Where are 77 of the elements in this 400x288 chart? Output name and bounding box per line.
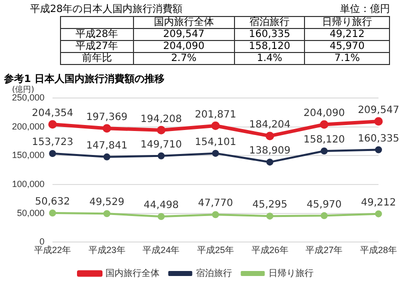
point	[158, 152, 165, 160]
data-label: 50,632	[35, 196, 70, 208]
legend-label: 国内旅行全体	[105, 268, 160, 278]
x-tick-label: 平成25年	[197, 245, 234, 256]
point	[102, 124, 112, 133]
point	[103, 153, 110, 160]
data-label: 204,354	[32, 108, 74, 119]
point	[103, 210, 110, 218]
text: 160,335	[234, 28, 305, 40]
text: 宿泊旅行	[234, 16, 305, 28]
text: 209,547	[133, 28, 234, 40]
text: 49,212	[304, 28, 390, 40]
text: 平成28年の日本人国内旅行消費額	[30, 2, 183, 16]
legend-label: 日帰り旅行	[268, 268, 314, 278]
point	[320, 147, 328, 154]
point	[266, 212, 274, 220]
point	[320, 120, 328, 129]
point	[48, 120, 57, 129]
point	[49, 150, 56, 158]
data-label: 49,529	[89, 197, 124, 208]
data-label: 44,498	[144, 200, 179, 212]
text: 国内旅行全体	[133, 16, 234, 28]
x-tick-label: 平成22年	[34, 245, 72, 256]
point	[320, 212, 328, 220]
data-label: 194,208	[140, 114, 182, 125]
data-label: 184,204	[249, 120, 291, 131]
text: 7.1%	[304, 52, 390, 64]
text: 平成28年	[60, 28, 134, 40]
point	[156, 126, 166, 134]
text: 平成27年	[60, 40, 134, 52]
data-label: 45,970	[306, 199, 342, 210]
point	[374, 146, 382, 154]
point	[374, 210, 382, 218]
data-label: 197,369	[86, 112, 128, 123]
x-tick-label: 平成24年	[142, 245, 180, 256]
point	[212, 150, 220, 157]
x-tick-label: 平成26年	[251, 245, 288, 256]
point	[266, 158, 274, 166]
chart-title: 参考1 日本人国内旅行消費額の推移	[4, 72, 164, 86]
point	[49, 209, 56, 216]
point	[266, 132, 274, 140]
data-label: 160,335	[358, 133, 400, 144]
point	[212, 211, 220, 218]
text: 45,970	[304, 40, 390, 52]
y-tick-label: 150,000	[12, 150, 45, 160]
data-label: 49,212	[360, 197, 396, 208]
point	[211, 122, 220, 130]
text: 204,090	[133, 40, 234, 52]
data-label: 201,871	[194, 109, 236, 120]
text: 158,120	[234, 40, 305, 52]
data-label: 158,120	[303, 134, 345, 146]
y-tick-label: 250,000	[12, 92, 45, 102]
y-tick-label: 200,000	[12, 121, 45, 132]
x-tick-label: 平成27年	[306, 245, 343, 256]
text: 日帰り旅行	[304, 16, 390, 28]
legend-label: 宿泊旅行	[196, 268, 232, 278]
data-label: 153,723	[32, 137, 74, 148]
text: 2.7%	[133, 52, 234, 64]
point	[374, 117, 383, 126]
text: 1.4%	[234, 52, 305, 64]
data-label: 154,101	[194, 136, 236, 148]
text: 前年比	[60, 52, 134, 64]
point	[158, 213, 165, 220]
data-label: 147,841	[86, 140, 128, 152]
x-tick-label: 平成23年	[88, 245, 126, 256]
data-label: 149,710	[140, 139, 182, 150]
data-label: 45,295	[252, 200, 288, 211]
data-label: 47,770	[198, 198, 234, 210]
data-label: 204,090	[303, 108, 345, 120]
y-tick-label: 100,000	[12, 179, 45, 190]
data-label: 209,547	[358, 104, 400, 116]
data-label: 138,909	[249, 146, 291, 157]
y-axis-title: (億円)	[12, 85, 34, 94]
y-tick-label: 0	[40, 236, 45, 247]
x-tick-label: 平成28年	[360, 245, 397, 256]
text: 単位：億円	[340, 2, 390, 16]
y-tick-label: 50,000	[17, 208, 45, 218]
